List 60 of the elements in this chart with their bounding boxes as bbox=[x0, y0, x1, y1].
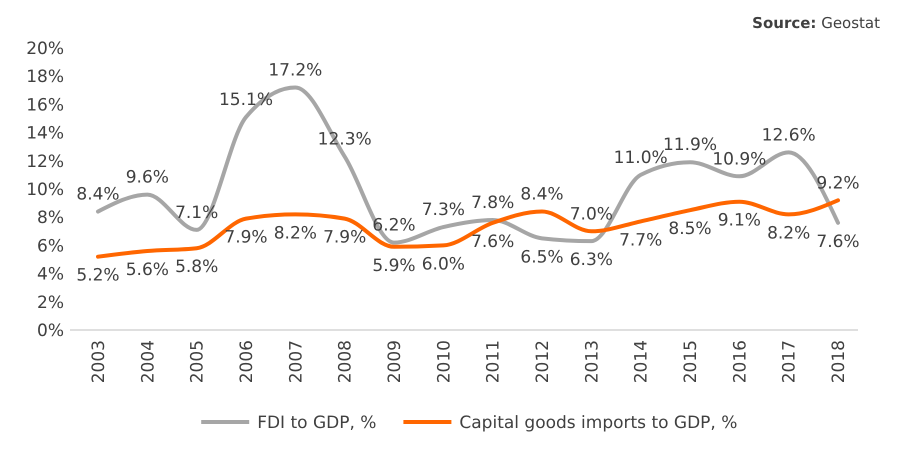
data-label: 5.6% bbox=[126, 260, 169, 280]
data-label: 8.4% bbox=[76, 184, 120, 205]
x-tick-label: 2008 bbox=[336, 340, 356, 384]
data-label: 9.2% bbox=[816, 173, 860, 194]
data-label: 7.1% bbox=[175, 202, 218, 223]
x-tick-label: 2007 bbox=[286, 340, 306, 384]
y-tick-label: 16% bbox=[26, 95, 64, 116]
data-label: 12.3% bbox=[318, 130, 372, 150]
x-tick-label: 2013 bbox=[582, 340, 602, 384]
data-label: 10.9% bbox=[712, 149, 766, 170]
x-tick-label: 2018 bbox=[829, 340, 849, 384]
x-tick-label: 2012 bbox=[533, 340, 553, 384]
data-label: 7.3% bbox=[422, 200, 465, 220]
legend-label: Capital goods imports to GDP, % bbox=[459, 413, 738, 433]
data-label: 6.0% bbox=[422, 254, 465, 274]
x-tick-label: 2004 bbox=[138, 340, 158, 384]
y-tick-label: 8% bbox=[37, 208, 64, 228]
data-label: 8.2% bbox=[767, 223, 810, 244]
data-label: 8.2% bbox=[274, 223, 317, 244]
data-label: 15.1% bbox=[218, 90, 274, 110]
data-label: 7.6% bbox=[471, 232, 514, 252]
x-tick-label: 2014 bbox=[632, 340, 652, 384]
data-label: 12.6% bbox=[762, 125, 816, 146]
data-label: 7.9% bbox=[224, 228, 268, 248]
y-tick-label: 4% bbox=[37, 264, 64, 285]
data-label: 5.8% bbox=[175, 257, 218, 278]
data-label: 17.2% bbox=[268, 60, 322, 80]
data-label: 7.0% bbox=[570, 204, 613, 224]
x-tick-label: 2009 bbox=[385, 340, 405, 384]
y-tick-label: 10% bbox=[26, 180, 64, 200]
y-tick-label: 6% bbox=[37, 236, 64, 256]
x-tick-label: 2015 bbox=[681, 340, 701, 384]
y-tick-label: 18% bbox=[26, 67, 64, 88]
data-label: 7.7% bbox=[619, 230, 662, 250]
data-label: 9.6% bbox=[126, 168, 169, 188]
data-label: 8.5% bbox=[668, 219, 712, 240]
y-tick-label: 0% bbox=[37, 321, 64, 341]
y-tick-label: 20% bbox=[26, 39, 64, 59]
x-tick-label: 2011 bbox=[484, 340, 504, 384]
x-tick-label: 2003 bbox=[89, 340, 109, 384]
data-label: 5.9% bbox=[372, 256, 416, 276]
x-tick-label: 2005 bbox=[188, 340, 208, 384]
x-tick-label: 2017 bbox=[780, 340, 800, 384]
source-note: Source: Geostat bbox=[752, 14, 880, 32]
x-tick-label: 2006 bbox=[237, 340, 257, 384]
y-tick-label: 12% bbox=[26, 152, 64, 172]
x-tick-label: 2010 bbox=[434, 340, 454, 384]
data-label: 7.9% bbox=[323, 228, 366, 248]
data-label: 6.3% bbox=[570, 250, 613, 270]
legend-label: FDI to GDP, % bbox=[257, 413, 376, 433]
data-label: 8.4% bbox=[520, 184, 564, 205]
data-label: 9.1% bbox=[718, 210, 761, 231]
data-label: 6.2% bbox=[372, 216, 416, 236]
data-label: 7.6% bbox=[816, 232, 860, 252]
y-tick-label: 14% bbox=[26, 124, 64, 144]
x-tick-label: 2016 bbox=[730, 340, 750, 384]
y-tick-label: 2% bbox=[37, 292, 64, 313]
data-label: 7.8% bbox=[471, 193, 514, 214]
data-label: 5.2% bbox=[76, 266, 120, 286]
data-label: 6.5% bbox=[520, 247, 564, 268]
